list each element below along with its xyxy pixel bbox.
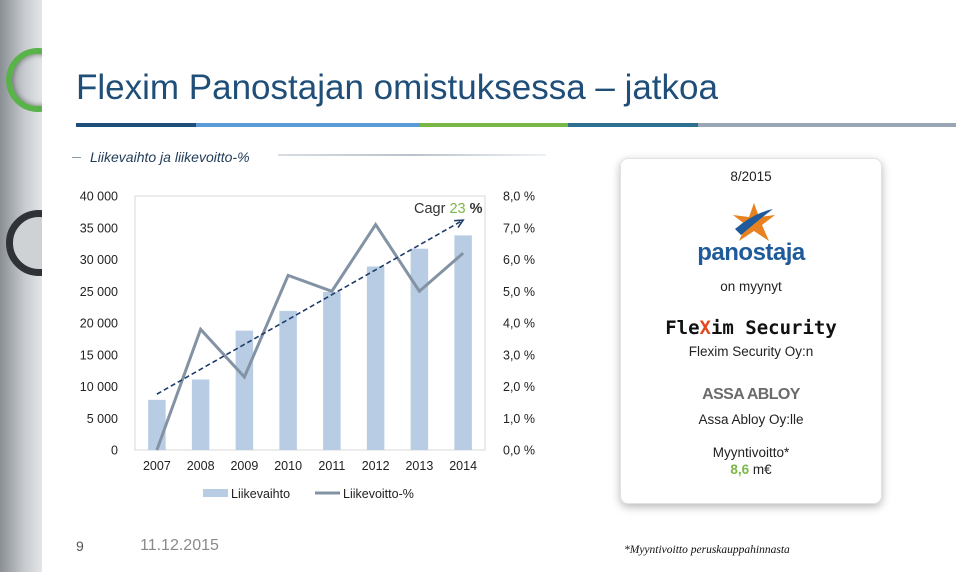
x-tick-label: 2014 — [449, 459, 477, 473]
left-tick-label: 40 000 — [80, 190, 118, 204]
profit-line — [155, 221, 465, 451]
plot-border — [134, 195, 486, 451]
revenue-bar-2013 — [410, 248, 429, 450]
x-tick-label: 2011 — [318, 459, 345, 473]
profit-line-path — [155, 221, 465, 451]
chart-legend: Liikevaihto Liikevoitto-% — [203, 487, 414, 501]
right-tick-label: 1,0 % — [503, 412, 535, 426]
gain-value: 8,6 — [730, 462, 750, 477]
page-number: 9 — [76, 538, 84, 554]
sold-label: on myynyt — [720, 279, 782, 294]
slide-title: Flexim Panostajan omistuksessa – jatkoa — [76, 68, 718, 107]
plot-area — [134, 195, 486, 451]
x-tick-label: 2010 — [274, 459, 302, 473]
legend-swatch-revenue — [203, 489, 228, 497]
revenue-bar-2008 — [191, 379, 210, 450]
right-tick-label: 3,0 % — [503, 348, 535, 362]
flexim-label: Flexim Security Oy:n — [688, 344, 814, 359]
left-tick-label: 15 000 — [80, 348, 118, 362]
legend-label-profit: Liikevoitto-% — [343, 487, 414, 501]
flexim-logo-x: X — [699, 317, 711, 339]
left-tick-label: 35 000 — [80, 221, 118, 235]
decorative-ring-bottom — [6, 210, 42, 276]
x-tick-label: 2013 — [405, 459, 433, 473]
assa-abloy-logo: ASSA ABLOY — [702, 386, 800, 403]
revenue-bar-2007 — [148, 399, 166, 450]
decorative-ring-top — [6, 48, 42, 112]
slide-date: 11.12.2015 — [140, 537, 219, 554]
footer-divider — [42, 525, 960, 526]
assa-label: Assa Abloy Oy:lle — [698, 412, 804, 427]
gain-value-line: 8,6 m€ — [621, 462, 881, 477]
x-tick-label: 2008 — [187, 459, 215, 473]
right-axis-ticks: 0,0 % 1,0 % 2,0 % 3,0 % 4,0 % 5,0 % 6,0 % 7,0 %… — [503, 190, 535, 458]
legend-label-revenue: Liikevaihto — [231, 487, 290, 501]
flexim-security-logo: FleXim Security — [621, 317, 881, 339]
right-tick-label: 8,0 % — [503, 190, 535, 204]
x-tick-label: 2007 — [143, 459, 171, 473]
left-tick-label: 30 000 — [80, 253, 118, 267]
gain-label: Myyntivoitto* — [712, 445, 790, 460]
left-axis-ticks: 0 5 000 10 000 15 000 20 000 25 000 30 000 35 0… — [80, 190, 118, 458]
left-tick-label: 10 000 — [80, 380, 118, 394]
title-underline — [76, 123, 956, 127]
panostaja-star-icon — [733, 203, 775, 241]
right-tick-label: 2,0 % — [503, 380, 535, 394]
right-tick-label: 7,0 % — [503, 221, 535, 235]
revenue-bar-2011 — [323, 291, 341, 450]
panostaja-logo: panostaja — [697, 239, 805, 266]
cagr-annotation: Cagr 23 % — [414, 201, 483, 217]
right-tick-label: 0,0 % — [503, 444, 535, 458]
revenue-profit-chart: 0 5 000 10 000 15 000 20 000 25 000 30 000 35 0… — [80, 190, 535, 502]
x-tick-label: 2012 — [362, 459, 390, 473]
cagr-suffix: % — [466, 201, 483, 217]
revenue-bar-2014 — [454, 235, 472, 450]
right-tick-label: 5,0 % — [503, 285, 535, 299]
trendline-arrowhead — [454, 219, 465, 228]
flexim-logo-part-2: im Security — [710, 317, 837, 339]
subtitle-bullet — [72, 157, 81, 158]
chart-subtitle: Liikevaihto ja liikevoitto-% — [90, 149, 250, 165]
revenue-bar-2010 — [279, 310, 297, 450]
card-date: 8/2015 — [730, 169, 772, 184]
revenue-bars — [148, 235, 472, 450]
left-tick-label: 0 — [111, 444, 118, 458]
right-tick-label: 4,0 % — [503, 317, 535, 331]
left-tick-label: 20 000 — [80, 317, 118, 331]
footnote: *Myyntivoitto peruskauppahinnasta — [624, 544, 790, 556]
transaction-card: 8/2015 panostaja on myynyt FleXim Securi… — [620, 158, 882, 504]
cagr-value: 23 — [449, 201, 465, 217]
revenue-bar-2009 — [235, 330, 254, 450]
cagr-trendline — [156, 219, 465, 395]
x-axis-ticks: 2007 2008 2009 2010 2011 2012 2013 2014 — [143, 459, 477, 473]
gain-unit: m€ — [749, 462, 772, 477]
left-decorative-strip — [0, 0, 42, 572]
trendline — [156, 219, 464, 395]
subtitle-rule — [278, 154, 546, 156]
revenue-bar-2012 — [366, 266, 385, 450]
left-tick-label: 5 000 — [87, 412, 118, 426]
cagr-prefix: Cagr — [414, 201, 449, 217]
right-tick-label: 6,0 % — [503, 253, 535, 267]
flexim-logo-part-1: Fle — [665, 317, 700, 339]
left-tick-label: 25 000 — [80, 285, 118, 299]
x-tick-label: 2009 — [230, 459, 258, 473]
